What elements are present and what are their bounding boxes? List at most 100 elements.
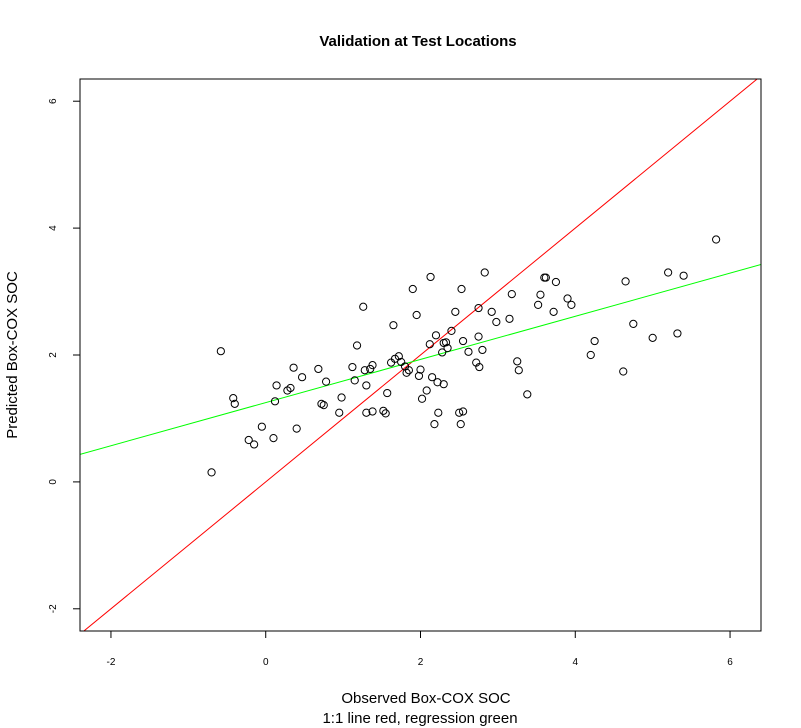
data-point	[541, 273, 550, 282]
data-point	[487, 307, 496, 316]
data-point	[549, 307, 558, 316]
data-point	[455, 408, 464, 417]
data-point	[507, 289, 516, 299]
data-point	[379, 406, 388, 415]
data-point	[478, 345, 487, 355]
y-tick-label: 2	[48, 352, 59, 358]
data-point	[321, 377, 331, 386]
data-point	[425, 340, 434, 349]
data-point	[451, 307, 460, 316]
data-point	[430, 420, 439, 429]
data-point	[272, 381, 281, 390]
y-axis-label: Predicted Box-COX SOC	[4, 271, 21, 439]
data-point	[513, 357, 522, 366]
data-point	[337, 393, 346, 402]
data-point	[434, 408, 443, 417]
data-point	[458, 336, 468, 346]
data-point	[492, 317, 501, 327]
data-point	[289, 363, 298, 372]
data-point	[456, 420, 465, 429]
data-point	[216, 347, 225, 356]
data-point	[257, 422, 266, 431]
y-tick-label: 0	[48, 479, 59, 485]
data-point	[567, 300, 576, 309]
data-point	[563, 294, 572, 303]
chart-title: Validation at Test Locations	[319, 33, 516, 50]
data-point	[269, 434, 278, 443]
data-point	[414, 371, 424, 381]
x-tick-label: -2	[107, 657, 116, 668]
x-tick-label: 6	[727, 657, 733, 668]
data-point	[207, 468, 216, 477]
data-point	[319, 401, 328, 410]
data-point	[292, 424, 301, 433]
data-point	[439, 380, 448, 389]
x-axis-sublabel: 1:1 line red, regression green	[322, 710, 517, 727]
data-point	[673, 329, 682, 338]
data-point	[244, 435, 253, 445]
data-point	[441, 338, 451, 347]
x-tick-label: 2	[418, 657, 424, 668]
data-point	[458, 407, 468, 416]
data-point	[629, 319, 638, 329]
y-tick-label: -2	[48, 604, 59, 613]
data-point	[381, 409, 390, 418]
fit-lines	[80, 79, 761, 631]
data-point	[402, 368, 411, 377]
data-point	[286, 383, 295, 393]
data-point	[679, 271, 688, 280]
data-point	[712, 235, 721, 244]
data-point	[426, 272, 435, 282]
data-point	[664, 268, 673, 277]
y-tick-label: 6	[48, 98, 59, 104]
data-point	[464, 347, 473, 356]
x-tick-label: 0	[263, 657, 269, 668]
data-point	[360, 366, 369, 375]
data-points	[207, 235, 721, 477]
x-tick-label: 4	[572, 657, 578, 668]
data-point	[350, 376, 359, 385]
data-point	[474, 332, 483, 341]
data-point	[416, 365, 425, 374]
data-point	[619, 367, 628, 376]
data-point	[475, 362, 484, 372]
data-point	[514, 366, 523, 375]
data-point	[408, 284, 417, 294]
data-point	[362, 408, 371, 417]
data-point	[438, 348, 447, 357]
data-point	[368, 361, 377, 370]
data-point	[417, 394, 427, 403]
data-point	[270, 397, 280, 406]
data-point	[428, 373, 437, 382]
data-point	[250, 440, 259, 449]
data-point	[335, 408, 344, 417]
data-point	[505, 314, 514, 323]
data-point	[447, 326, 456, 335]
data-point	[229, 394, 238, 403]
y-tick-label: 4	[48, 225, 59, 231]
data-point	[433, 378, 442, 387]
data-point	[534, 300, 543, 309]
data-point	[352, 341, 362, 350]
data-point	[383, 388, 392, 398]
data-point	[359, 302, 368, 311]
data-point	[590, 336, 599, 346]
data-point	[314, 364, 323, 374]
data-point	[404, 366, 413, 375]
data-point	[474, 303, 483, 313]
data-point	[586, 350, 595, 360]
data-point	[362, 381, 371, 390]
data-point	[389, 321, 398, 330]
data-point	[422, 386, 431, 395]
data-point	[457, 284, 466, 294]
data-point	[523, 390, 532, 399]
data-point	[551, 277, 561, 287]
data-point	[368, 407, 377, 416]
data-point	[348, 362, 357, 372]
data-point	[648, 333, 657, 342]
data-point	[230, 399, 239, 408]
data-point	[536, 290, 545, 299]
y-axis: -2 0 2 4 6	[48, 98, 80, 613]
x-axis: -2 0 2 4 6	[107, 631, 733, 668]
